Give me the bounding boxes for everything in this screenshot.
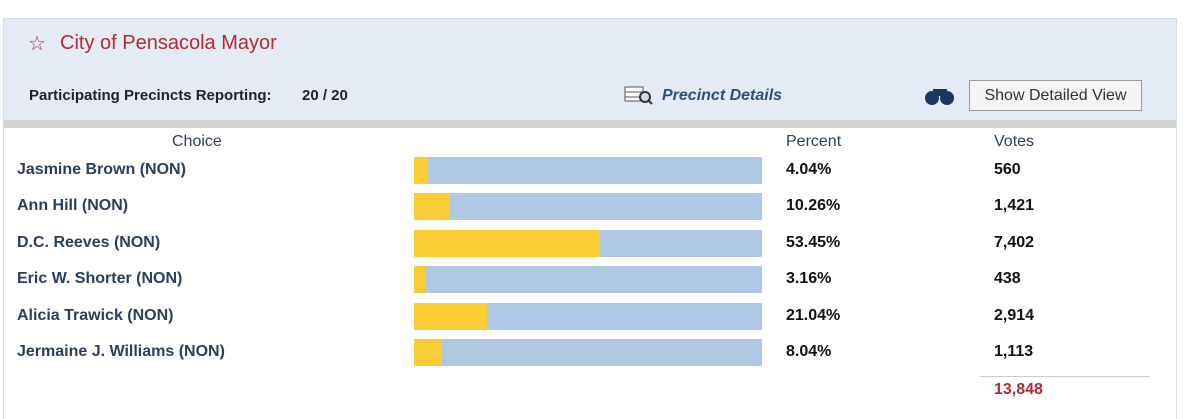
precinct-icon bbox=[624, 86, 653, 105]
bar bbox=[414, 157, 429, 184]
bar-track bbox=[414, 229, 762, 257]
bar-track bbox=[414, 302, 762, 330]
votes: 1,421 bbox=[994, 197, 1035, 215]
votes: 438 bbox=[994, 270, 1021, 288]
precincts-value: 20 / 20 bbox=[302, 87, 348, 104]
votes: 2,914 bbox=[994, 306, 1035, 324]
choice: Eric W. Shorter (NON) bbox=[17, 270, 183, 288]
column-header: Choice bbox=[172, 133, 222, 150]
percent: 21.04% bbox=[786, 306, 841, 324]
precinct-details[interactable]: Precinct Details bbox=[662, 87, 783, 104]
bar bbox=[414, 193, 450, 221]
votes: 560 bbox=[994, 161, 1021, 178]
detailed-view-button[interactable]: Show Detailed View bbox=[969, 80, 1142, 111]
percent: 10.26% bbox=[786, 197, 841, 215]
bar-track bbox=[414, 266, 762, 294]
choice: Jermaine J. Williams (NON) bbox=[17, 343, 225, 360]
percent: 53.45% bbox=[786, 233, 841, 251]
choice: Jasmine Brown (NON) bbox=[17, 161, 186, 178]
panel bbox=[3, 18, 1177, 419]
separator bbox=[4, 120, 1176, 128]
choice: Alicia Trawick (NON) bbox=[17, 306, 174, 324]
percent: 3.16% bbox=[786, 270, 832, 288]
bar-track bbox=[414, 193, 762, 221]
votes: 1,113 bbox=[994, 343, 1034, 360]
bar bbox=[414, 229, 600, 257]
choice: Ann Hill (NON) bbox=[17, 197, 129, 215]
column-header: Percent bbox=[786, 133, 842, 150]
column-header: Votes bbox=[994, 133, 1035, 150]
star[interactable]: ☆ bbox=[28, 33, 46, 55]
page: ☆ City of Pensacola Mayor Participating … bbox=[3, 18, 1177, 419]
bar bbox=[414, 339, 442, 366]
votes: 7,402 bbox=[994, 233, 1035, 251]
percent: 8.04% bbox=[786, 343, 832, 360]
percent: 4.04% bbox=[786, 161, 832, 178]
choice: D.C. Reeves (NON) bbox=[17, 233, 161, 251]
bar bbox=[414, 266, 425, 294]
total-line bbox=[980, 376, 1150, 377]
total: 13,848 bbox=[994, 381, 1043, 398]
bar bbox=[414, 302, 488, 330]
binoculars-icon bbox=[925, 89, 954, 105]
title: City of Pensacola Mayor bbox=[60, 32, 277, 54]
bar-track bbox=[414, 339, 762, 366]
bar-track bbox=[414, 157, 762, 184]
precincts-label: Participating Precincts Reporting: bbox=[29, 87, 272, 104]
